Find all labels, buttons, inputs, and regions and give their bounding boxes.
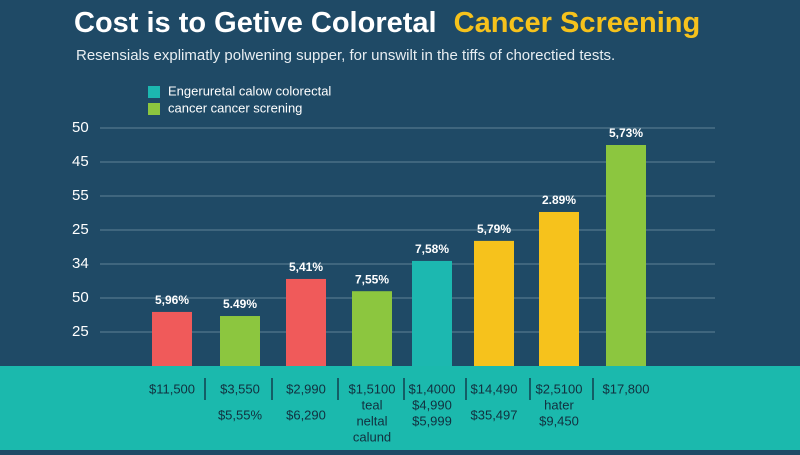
x-tick-label: $5,55% (218, 407, 263, 422)
bar-label: 5,73% (609, 126, 643, 140)
x-tick-label: $3,550 (220, 381, 260, 396)
y-tick-label: 45 (72, 153, 89, 170)
x-tick-label: $2,990 (286, 381, 326, 396)
bar (412, 260, 452, 366)
x-tick-label: $2,5100 (536, 381, 583, 396)
bar (474, 240, 514, 366)
category-band (0, 366, 800, 450)
x-tick-label: cancer (352, 445, 392, 450)
bar-label: 5,79% (477, 222, 511, 236)
x-tick-label: $6,290 (286, 407, 326, 422)
y-tick-label: 34 (72, 255, 89, 272)
bar (152, 311, 192, 366)
x-tick-label: calund (353, 429, 391, 444)
chart-title: Cost is to Getive Coloretal Cancer Scree… (74, 7, 700, 39)
y-tick-label: 25 (72, 221, 89, 238)
bar-label: 7,58% (415, 242, 449, 256)
bar (286, 278, 326, 366)
x-tick-label: $17,800 (603, 381, 650, 396)
category-separators (204, 378, 594, 400)
bar-label: 2.89% (542, 193, 576, 207)
y-tick-label: 50 (72, 289, 89, 306)
x-tick-label: $14,490 (471, 381, 518, 396)
bar (220, 316, 260, 366)
legend-swatch (148, 103, 160, 115)
x-tick-label: $11,500 (149, 381, 195, 396)
legend-label: cancer cancer screning (168, 100, 302, 115)
title-part: Cancer Screening (454, 7, 701, 39)
bar-label: 5,96% (155, 293, 189, 307)
y-tick-label: 50 (72, 119, 89, 136)
subtitle: Resensials explimatly polwening supper, … (76, 47, 615, 64)
x-tick-label: $1,5100 (349, 381, 396, 396)
y-tick-label: 55 (72, 187, 89, 204)
bar-label: 5,41% (289, 260, 323, 274)
y-tick-label: 25 (72, 323, 89, 340)
bar (539, 211, 579, 366)
legend-swatch (148, 86, 160, 98)
x-tick-label: $9,450 (539, 413, 579, 428)
x-tick-label: neltal (356, 413, 387, 428)
bar-label: 5.49% (223, 297, 257, 311)
x-tick-label: $4,990 (412, 397, 452, 412)
bar (606, 145, 646, 366)
x-tick-label: $5,999 (412, 413, 452, 428)
x-tick-label: $35,497 (471, 407, 518, 422)
bar-label: 7,55% (355, 272, 389, 286)
bar (352, 291, 392, 366)
legend-label: Engeruretal calow colorectal (168, 83, 331, 98)
x-tick-label: $1,4000 (409, 381, 456, 396)
title-part: Cost is to Getive Coloretal (74, 7, 437, 39)
x-tick-label: teal (362, 397, 383, 412)
x-tick-label: hater (544, 397, 574, 412)
